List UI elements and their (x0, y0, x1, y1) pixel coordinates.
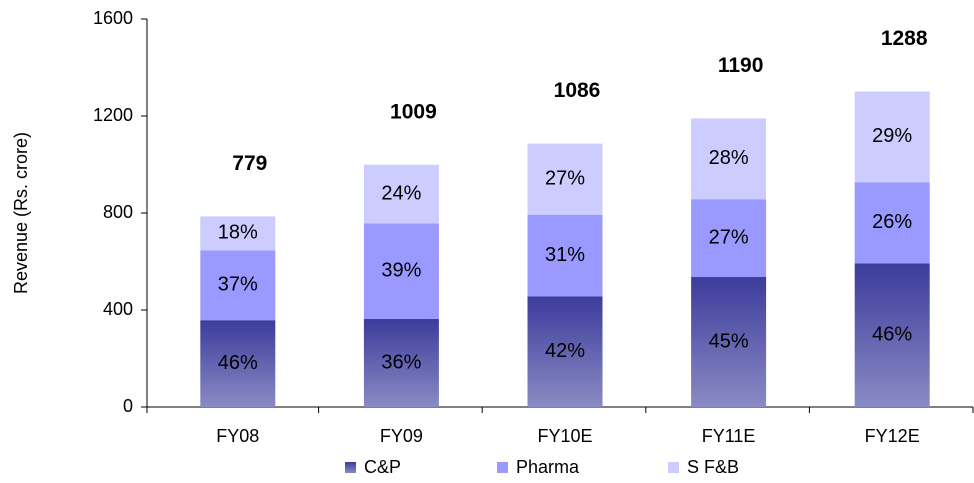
bar-segment (854, 182, 930, 264)
x-tick-label: FY11E (702, 426, 756, 446)
y-tick-label: 400 (103, 299, 133, 319)
segment-label: 31% (545, 244, 585, 266)
bar-segment (363, 164, 439, 224)
segment-label: 46% (218, 352, 258, 374)
bar-segment (200, 320, 276, 407)
legend-swatch (345, 462, 356, 473)
segment-label: 24% (381, 182, 421, 204)
bar-segment (691, 118, 767, 200)
bar-segment (854, 91, 930, 183)
bar-segment (363, 223, 439, 319)
total-label: 1288 (881, 27, 928, 50)
x-tick-label: FY10E (537, 426, 592, 446)
legend-swatch (497, 462, 508, 473)
legend-swatch (668, 462, 679, 473)
x-tick-label: FY12E (865, 426, 920, 446)
segment-label: 42% (545, 340, 585, 362)
bar-segment (527, 214, 603, 297)
bar-segment (691, 199, 767, 278)
bar-segment (691, 277, 767, 407)
segment-label: 39% (381, 259, 421, 281)
segment-label: 27% (545, 167, 585, 189)
y-axis-title: Revenue (Rs. crore) (11, 132, 31, 294)
bar-segment (527, 296, 603, 407)
segment-label: 46% (872, 324, 912, 346)
y-tick-label: 1200 (93, 105, 133, 125)
y-tick-label: 800 (103, 202, 133, 222)
legend-label: Pharma (516, 457, 580, 477)
total-label: 779 (232, 152, 267, 175)
total-label: 1190 (718, 54, 764, 77)
y-tick-label: 0 (123, 396, 133, 416)
segment-label: 29% (872, 125, 912, 147)
segment-label: 28% (709, 147, 749, 169)
segment-label: 45% (709, 330, 749, 352)
segment-label: 26% (872, 211, 912, 233)
segment-label: 36% (381, 351, 421, 373)
legend-label: C&P (364, 457, 401, 477)
bar-segment (527, 143, 603, 215)
segment-label: 37% (218, 274, 258, 296)
bar-segment (200, 250, 276, 321)
x-tick-label: FY09 (380, 426, 423, 446)
legend-label: S F&B (687, 457, 739, 477)
x-tick-label: FY08 (216, 426, 259, 446)
total-label: 1086 (554, 79, 601, 102)
y-tick-label: 1600 (93, 8, 133, 28)
segment-label: 27% (709, 226, 749, 248)
total-label: 1009 (390, 100, 437, 123)
segment-label: 18% (218, 222, 258, 244)
bar-segment (854, 263, 930, 407)
bar-segment (363, 318, 439, 407)
bar-segment (200, 216, 276, 251)
